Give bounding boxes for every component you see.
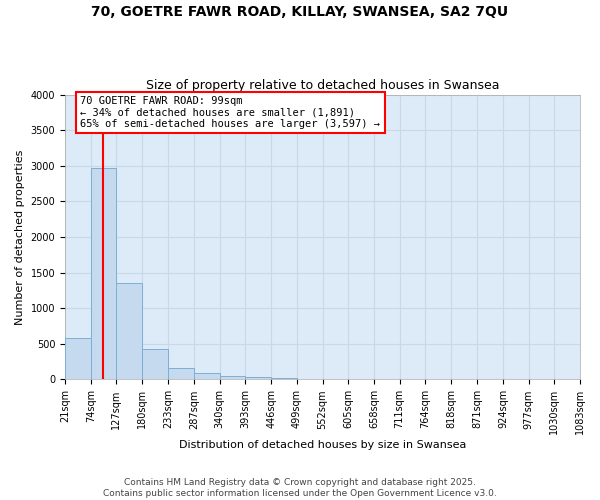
Bar: [168, 368, 194, 380]
Title: Size of property relative to detached houses in Swansea: Size of property relative to detached ho…: [146, 79, 499, 92]
X-axis label: Distribution of detached houses by size in Swansea: Distribution of detached houses by size …: [179, 440, 466, 450]
Text: 70, GOETRE FAWR ROAD, KILLAY, SWANSEA, SA2 7QU: 70, GOETRE FAWR ROAD, KILLAY, SWANSEA, S…: [91, 5, 509, 19]
Bar: [91, 168, 116, 380]
Text: 70 GOETRE FAWR ROAD: 99sqm
← 34% of detached houses are smaller (1,891)
65% of s: 70 GOETRE FAWR ROAD: 99sqm ← 34% of deta…: [80, 96, 380, 129]
Bar: [271, 378, 297, 380]
Bar: [297, 379, 323, 380]
Bar: [65, 338, 91, 380]
Bar: [220, 376, 245, 380]
Bar: [116, 284, 142, 380]
Bar: [194, 374, 220, 380]
Bar: [245, 378, 271, 380]
Bar: [142, 349, 168, 380]
Y-axis label: Number of detached properties: Number of detached properties: [15, 150, 25, 324]
Text: Contains HM Land Registry data © Crown copyright and database right 2025.
Contai: Contains HM Land Registry data © Crown c…: [103, 478, 497, 498]
